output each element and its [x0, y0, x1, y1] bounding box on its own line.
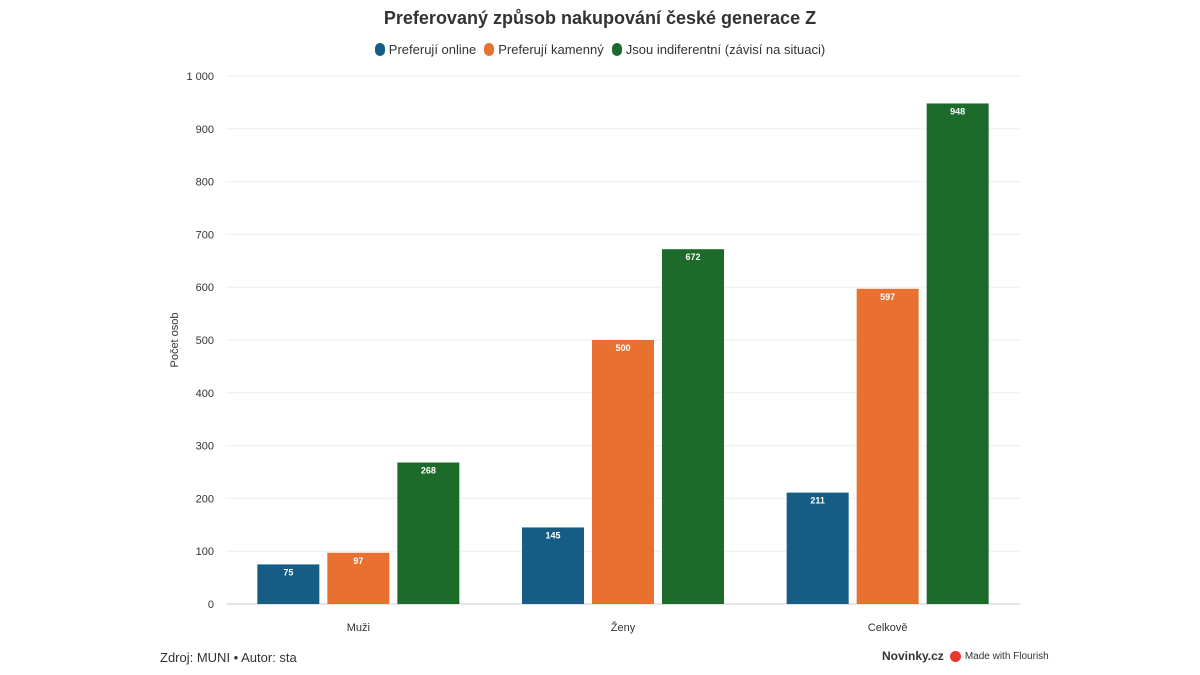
data-label: 500: [615, 343, 630, 353]
x-tick-label: Celkově: [868, 622, 908, 634]
y-tick-label: 900: [196, 124, 214, 136]
legend-label-kamenny: Preferují kamenný: [498, 42, 604, 57]
bar: [786, 492, 849, 604]
bar: [856, 288, 919, 604]
x-tick-label: Ženy: [611, 621, 636, 634]
chart-title: Preferovaný způsob nakupování české gene…: [383, 8, 817, 28]
data-label: 672: [685, 252, 700, 262]
y-tick-label: 400: [196, 388, 214, 400]
bar: [926, 103, 989, 605]
x-tick-label: Muži: [347, 622, 370, 634]
legend: Preferují online Preferují kamenný Jsou …: [0, 42, 1200, 57]
bar: [522, 527, 584, 604]
data-label: 97: [353, 556, 363, 566]
y-tick-label: 600: [196, 282, 214, 294]
bar: [592, 340, 654, 604]
data-label: 75: [283, 567, 293, 577]
legend-item-online[interactable]: Preferují online: [374, 42, 477, 57]
flourish-credit[interactable]: Made with Flourish: [949, 650, 1049, 662]
y-tick-label: 800: [196, 177, 214, 189]
y-axis-label: Počet osob: [169, 312, 181, 367]
legend-swatch-indiferentni: [611, 43, 622, 56]
legend-swatch-online: [374, 43, 385, 56]
legend-swatch-kamenny: [484, 43, 495, 56]
y-tick-label: 100: [196, 546, 214, 558]
flourish-credit-label: Made with Flourish: [964, 650, 1049, 662]
y-tick-label: 500: [196, 335, 214, 347]
data-label: 211: [810, 496, 825, 506]
bar: [662, 249, 724, 604]
footer-branding: Novinky.cz Made with Flourish: [882, 649, 1049, 663]
source-credit: Zdroj: MUNI • Autor: sta: [160, 650, 297, 665]
y-tick-label: 700: [196, 229, 214, 241]
legend-label-online: Preferují online: [388, 42, 477, 57]
bar: [257, 564, 320, 604]
y-tick-label: 0: [208, 599, 214, 611]
y-tick-label: 1 000: [186, 71, 214, 83]
bar: [327, 552, 390, 604]
data-label: 145: [545, 530, 560, 540]
brand-name[interactable]: Novinky.cz: [882, 649, 944, 663]
y-tick-label: 200: [196, 493, 214, 505]
flourish-logo-icon: [949, 650, 961, 662]
legend-item-kamenny[interactable]: Preferují kamenný: [484, 42, 604, 57]
data-label: 597: [880, 292, 895, 302]
data-label: 268: [421, 465, 436, 475]
data-label: 948: [950, 106, 965, 116]
legend-item-indiferentni[interactable]: Jsou indiferentní (závisí na situaci): [611, 42, 826, 57]
legend-label-indiferentni: Jsou indiferentní (závisí na situaci): [625, 42, 826, 57]
y-tick-label: 300: [196, 441, 214, 453]
bar: [397, 462, 460, 604]
